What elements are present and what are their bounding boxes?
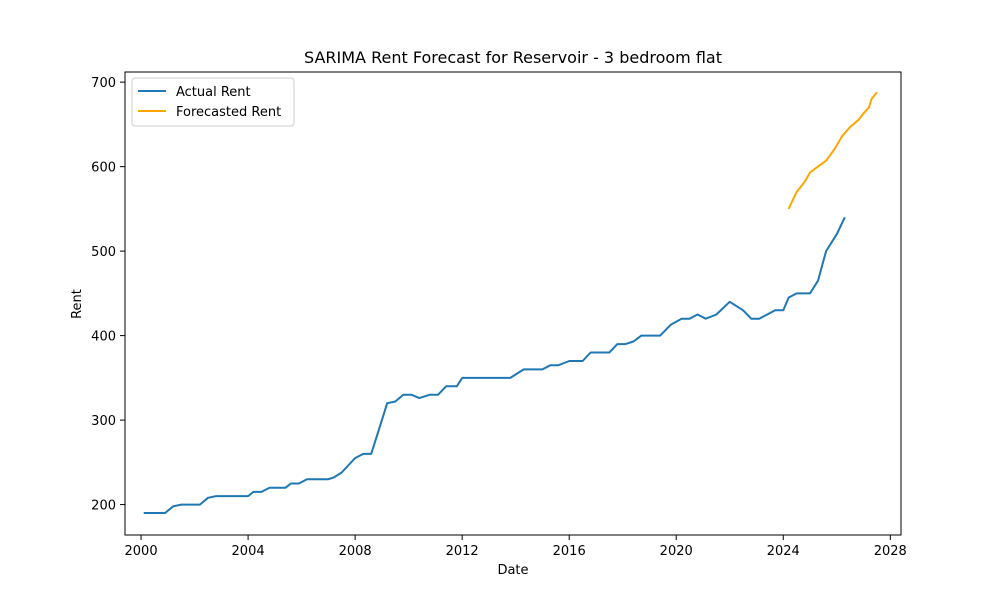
plot-area — [125, 72, 901, 535]
x-tick-label: 2000 — [125, 544, 158, 559]
chart-title: SARIMA Rent Forecast for Reservoir - 3 b… — [304, 48, 722, 67]
series-line-forecasted-rent — [787, 91, 878, 210]
x-tick-label: 2024 — [767, 544, 800, 559]
series-layer — [143, 91, 878, 514]
x-tick-label: 2012 — [446, 544, 479, 559]
legend-label-actual-rent: Actual Rent — [176, 85, 251, 100]
x-axis: 2000 2004 2008 2012 2016 2020 2024 2028 — [125, 535, 907, 559]
x-tick-label: 2016 — [553, 544, 586, 559]
plot-frame — [124, 71, 902, 536]
x-axis-label: Date — [497, 563, 528, 578]
y-tick-label: 400 — [91, 330, 116, 345]
y-axis-label: Rent — [70, 289, 85, 319]
x-tick-label: 2028 — [874, 544, 907, 559]
x-tick-label: 2004 — [232, 544, 265, 559]
x-tick-label: 2020 — [660, 544, 693, 559]
y-axis: 200 300 400 500 600 700 — [91, 76, 125, 514]
legend: Actual Rent Forecasted Rent — [131, 77, 295, 127]
series-line-actual-rent — [143, 216, 846, 514]
y-tick-label: 700 — [91, 76, 116, 91]
y-tick-label: 300 — [91, 414, 116, 429]
legend-box — [131, 77, 295, 127]
legend-label-forecasted-rent: Forecasted Rent — [176, 105, 281, 120]
y-tick-label: 600 — [91, 161, 116, 176]
x-tick-label: 2008 — [339, 544, 372, 559]
y-tick-label: 500 — [91, 245, 116, 260]
y-tick-label: 200 — [91, 499, 116, 514]
